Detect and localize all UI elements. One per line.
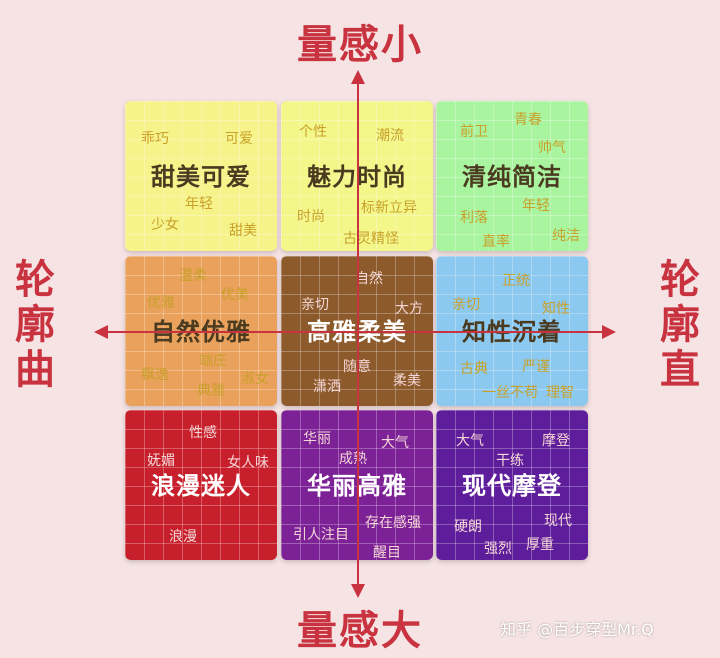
- axis-left-char-3: 曲: [15, 347, 55, 393]
- keyword: 现代: [544, 513, 572, 529]
- keyword: 年轻: [185, 196, 213, 212]
- left-arrowhead-icon: [94, 325, 108, 339]
- keyword: 理智: [546, 385, 574, 401]
- keyword: 典雅: [197, 383, 225, 399]
- keyword: 直率: [482, 234, 510, 250]
- cell-title: 甜美可爱: [151, 163, 251, 191]
- cell-title: 魅力时尚: [281, 157, 433, 192]
- quadrant-cell-romantic-charming: 浪漫迷人 性感 妩媚 女人味 浪漫: [125, 410, 277, 560]
- axis-right-char-3: 直: [660, 347, 700, 393]
- cell-title: 华丽高雅: [281, 466, 433, 501]
- axis-right-char-1: 轮: [660, 257, 700, 303]
- keyword: 优美: [221, 287, 249, 303]
- keyword: 飘逸: [141, 367, 169, 383]
- keyword: 纯洁: [552, 228, 580, 244]
- down-arrowhead-icon: [351, 584, 365, 598]
- keyword: 成熟: [339, 451, 367, 467]
- keyword: 乖巧: [141, 131, 169, 147]
- keyword: 帅气: [538, 140, 566, 156]
- keyword: 华丽: [303, 431, 331, 447]
- keyword: 硬朗: [454, 519, 482, 535]
- keyword: 一丝不苟: [482, 385, 538, 401]
- keyword: 潮流: [376, 128, 404, 144]
- axis-label-right: 轮 廓 直: [655, 258, 705, 393]
- keyword: 可爱: [225, 131, 253, 147]
- keyword: 潇洒: [313, 379, 341, 395]
- keyword: 柔美: [393, 373, 421, 389]
- keyword: 大气: [456, 433, 484, 449]
- keyword: 大气: [381, 435, 409, 451]
- keyword: 前卫: [460, 124, 488, 140]
- axis-right-char-2: 廓: [660, 302, 700, 348]
- keyword: 利落: [460, 210, 488, 226]
- keyword: 青春: [514, 112, 542, 128]
- quadrant-cell-sweet-cute: 甜美可爱 乖巧 可爱 年轻 少女 甜美: [125, 101, 277, 251]
- keyword: 醒目: [373, 545, 401, 560]
- quadrant-cell-modern: 现代摩登 大气 摩登 干练 硬朗 现代 强烈 厚重: [436, 410, 588, 560]
- axis-label-top: 量感小: [297, 22, 423, 68]
- keyword: 存在感强: [365, 515, 421, 531]
- cell-title: 清纯简洁: [462, 163, 562, 191]
- keyword: 优雅: [147, 295, 175, 311]
- watermark: 知乎 @百步穿型Mr.Q: [500, 620, 654, 639]
- up-arrowhead-icon: [351, 70, 365, 84]
- keyword: 妩媚: [147, 453, 175, 469]
- right-arrowhead-icon: [602, 325, 616, 339]
- axis-left-char-2: 廓: [15, 302, 55, 348]
- keyword: 淑女: [241, 371, 269, 387]
- keyword: 时尚: [297, 209, 325, 225]
- quadrant-cell-pure-simple: 清纯简洁 前卫 青春 帅气 利落 年轻 直率 纯洁: [436, 101, 588, 251]
- keyword: 亲切: [301, 297, 329, 313]
- keyword: 女人味: [227, 455, 269, 471]
- keyword: 温柔: [179, 268, 207, 284]
- cell-title: 浪漫迷人: [151, 472, 251, 500]
- keyword: 浪漫: [169, 529, 197, 545]
- keyword: 个性: [299, 124, 327, 140]
- keyword: 标新立异: [361, 200, 417, 216]
- keyword: 大方: [395, 301, 423, 317]
- keyword: 知性: [542, 301, 570, 317]
- keyword: 正统: [502, 273, 530, 289]
- keyword: 甜美: [229, 223, 257, 239]
- axis-left-char-1: 轮: [15, 257, 55, 303]
- keyword: 端庄: [199, 353, 227, 369]
- axis-label-bottom: 量感大: [297, 608, 423, 654]
- keyword: 干练: [496, 453, 524, 469]
- keyword: 厚重: [526, 537, 554, 553]
- keyword: 性感: [189, 425, 217, 441]
- axis-label-left: 轮 廓 曲: [10, 258, 60, 393]
- keyword: 少女: [151, 217, 179, 233]
- keyword: 古典: [460, 361, 488, 377]
- keyword: 自然: [355, 271, 383, 287]
- keyword: 强烈: [484, 541, 512, 557]
- cell-title: 现代摩登: [462, 472, 562, 500]
- keyword: 年轻: [522, 198, 550, 214]
- keyword: 严谨: [522, 359, 550, 375]
- keyword: 摩登: [542, 433, 570, 449]
- keyword: 引人注目: [293, 527, 349, 543]
- keyword: 亲切: [452, 297, 480, 313]
